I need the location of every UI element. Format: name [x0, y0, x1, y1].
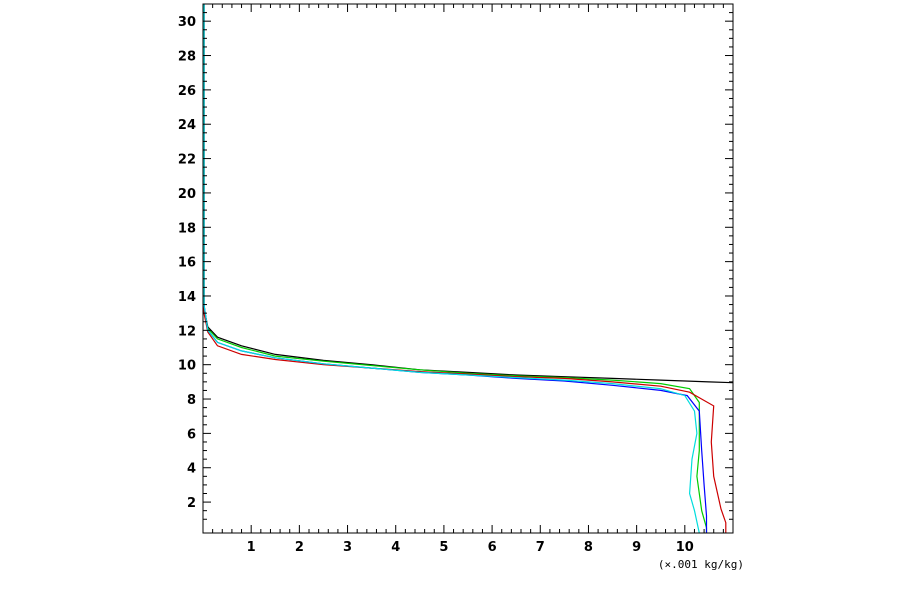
y-tick-label: 20	[178, 187, 196, 202]
y-tick-label: 4	[187, 462, 196, 477]
x-tick-label: 1	[247, 540, 256, 555]
series-line-4	[203, 4, 708, 533]
x-tick-label: 8	[584, 540, 593, 555]
y-tick-label: 14	[178, 290, 196, 305]
y-tick-label: 30	[178, 15, 196, 30]
x-tick-label: 9	[632, 540, 641, 555]
y-tick-label: 16	[178, 256, 196, 271]
x-tick-label: 10	[676, 540, 694, 555]
series-layer	[203, 4, 734, 534]
y-tick-label: 12	[178, 324, 196, 339]
series-line-1	[203, 4, 734, 384]
y-tick-label: 26	[178, 84, 196, 99]
series-line-5	[203, 4, 700, 534]
y-tick-label: 2	[187, 496, 196, 511]
y-tick-label: 24	[178, 118, 196, 133]
x-tick-label: 5	[439, 540, 448, 555]
x-tick-label: 3	[343, 540, 352, 555]
x-axis-unit-label: (×.001 kg/kg)	[658, 558, 744, 571]
ticks-layer	[203, 4, 733, 533]
y-tick-label: 6	[187, 427, 196, 442]
y-tick-label: 22	[178, 153, 196, 168]
x-tick-label: 4	[391, 540, 400, 555]
y-tick-label: 28	[178, 50, 196, 65]
x-tick-label: 7	[536, 540, 545, 555]
x-tick-label: 6	[488, 540, 497, 555]
series-line-2	[203, 4, 708, 533]
y-tick-label: 18	[178, 221, 196, 236]
y-tick-label: 10	[178, 359, 196, 374]
y-tick-label: 8	[187, 393, 196, 408]
series-line-3	[203, 4, 727, 533]
plot-frame	[202, 3, 734, 534]
x-tick-label: 2	[295, 540, 304, 555]
